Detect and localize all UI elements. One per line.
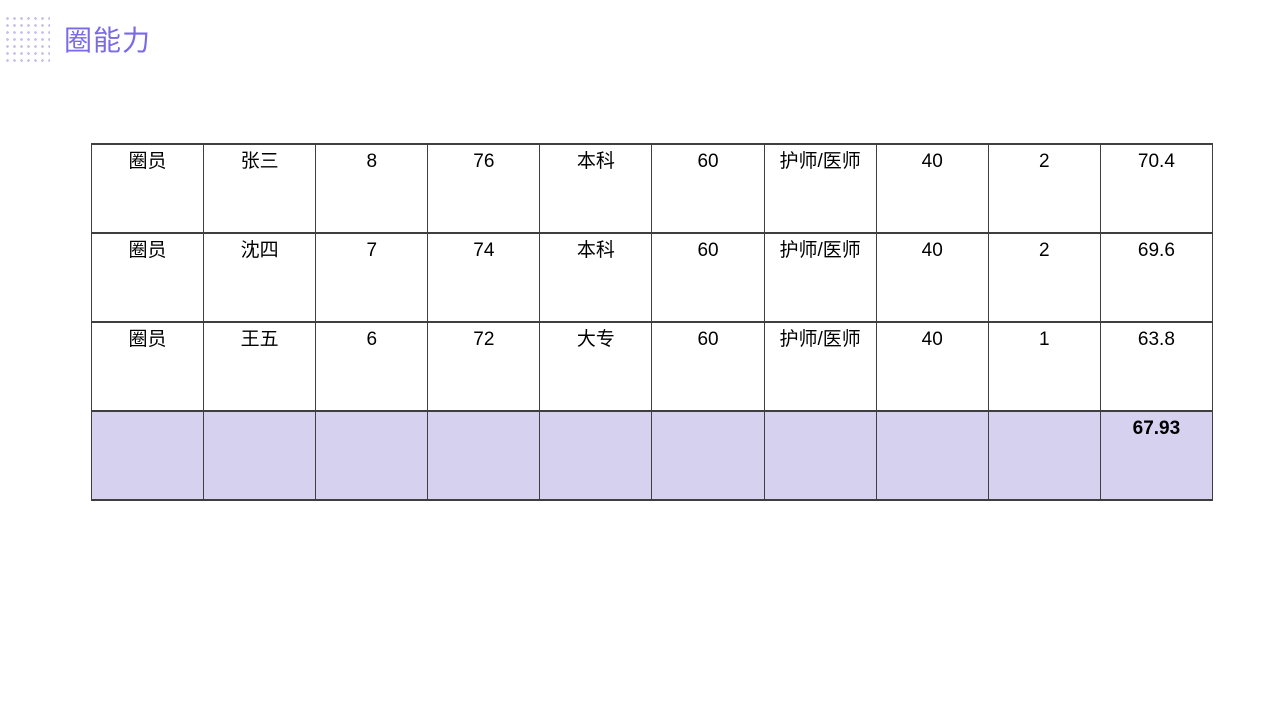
table-cell: 护师/医师 bbox=[763, 321, 877, 412]
capability-table-body: 圈员 张三 8 76 本科 60 护师/医师 40 2 70.4 圈员 沈四 7 74 本科 60 护师/医师 4… bbox=[90, 143, 1214, 501]
table-cell: 76 bbox=[427, 143, 541, 234]
table-cell: 大专 bbox=[539, 321, 653, 412]
table-cell: 圈员 bbox=[90, 321, 205, 412]
table-cell: 60 bbox=[651, 232, 765, 323]
table-row: 圈员 张三 8 76 本科 60 护师/医师 40 2 70.4 bbox=[90, 143, 1214, 234]
table-cell: 2 bbox=[987, 232, 1101, 323]
table-cell: 60 bbox=[651, 321, 765, 412]
table-cell: 40 bbox=[875, 232, 989, 323]
table-cell: 1 bbox=[987, 321, 1101, 412]
table-cell: 74 bbox=[427, 232, 541, 323]
table-cell: 8 bbox=[315, 143, 429, 234]
dot-grid-decoration bbox=[2, 13, 50, 63]
table-cell: 63.8 bbox=[1099, 321, 1214, 412]
table-cell bbox=[651, 410, 765, 501]
table-cell bbox=[763, 410, 877, 501]
table-cell: 本科 bbox=[539, 143, 653, 234]
table-cell: 40 bbox=[875, 321, 989, 412]
capability-table: 圈员 张三 8 76 本科 60 护师/医师 40 2 70.4 圈员 沈四 7 74 本科 60 护师/医师 4… bbox=[90, 143, 1214, 501]
table-cell bbox=[539, 410, 653, 501]
table-cell bbox=[875, 410, 989, 501]
table-cell bbox=[90, 410, 205, 501]
table-row: 67.93 bbox=[90, 410, 1214, 501]
table-cell: 王五 bbox=[203, 321, 317, 412]
table-cell: 本科 bbox=[539, 232, 653, 323]
table-cell: 67.93 bbox=[1099, 410, 1214, 501]
table-row: 圈员 王五 6 72 大专 60 护师/医师 40 1 63.8 bbox=[90, 321, 1214, 412]
table-cell: 2 bbox=[987, 143, 1101, 234]
page-title: 圈能力 bbox=[64, 25, 152, 56]
table-cell: 69.6 bbox=[1099, 232, 1214, 323]
table-cell: 6 bbox=[315, 321, 429, 412]
table-cell: 张三 bbox=[203, 143, 317, 234]
table-cell: 72 bbox=[427, 321, 541, 412]
table-row: 圈员 沈四 7 74 本科 60 护师/医师 40 2 69.6 bbox=[90, 232, 1214, 323]
table-cell bbox=[427, 410, 541, 501]
table-cell: 沈四 bbox=[203, 232, 317, 323]
table-cell bbox=[987, 410, 1101, 501]
table-cell: 40 bbox=[875, 143, 989, 234]
table-cell: 60 bbox=[651, 143, 765, 234]
table-cell bbox=[315, 410, 429, 501]
table-cell: 圈员 bbox=[90, 143, 205, 234]
table-cell: 护师/医师 bbox=[763, 232, 877, 323]
table-cell: 70.4 bbox=[1099, 143, 1214, 234]
table-cell: 圈员 bbox=[90, 232, 205, 323]
table-cell: 7 bbox=[315, 232, 429, 323]
table-cell bbox=[203, 410, 317, 501]
capability-table-container: 圈员 张三 8 76 本科 60 护师/医师 40 2 70.4 圈员 沈四 7 74 本科 60 护师/医师 4… bbox=[90, 143, 1214, 501]
table-cell: 护师/医师 bbox=[763, 143, 877, 234]
